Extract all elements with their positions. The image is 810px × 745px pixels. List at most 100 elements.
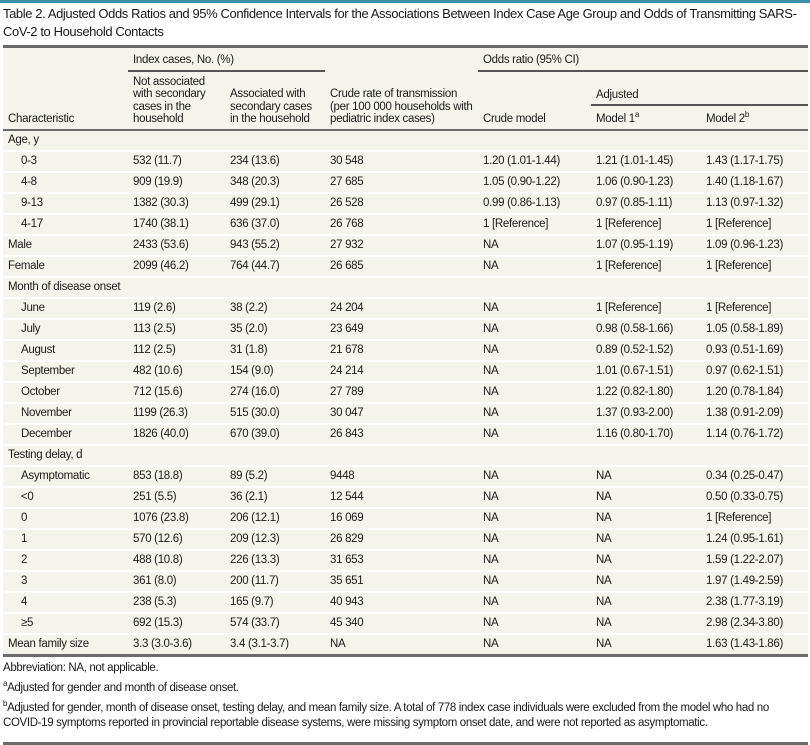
row-label: 4-8: [21, 175, 37, 188]
not-associated-cell: 712 (15.6): [133, 385, 183, 398]
model-2-cell: 1.14 (0.76-1.72): [706, 427, 784, 440]
row-label: 4-17: [21, 217, 43, 230]
not-associated-cell: 488 (10.8): [133, 553, 183, 566]
associated-cell: 764 (44.7): [230, 259, 280, 272]
model-2-cell: 2.38 (1.77-3.19): [706, 595, 784, 608]
row-label: December: [21, 427, 72, 440]
crude-model-cell: 1.20 (1.01-1.44): [483, 154, 561, 167]
associated-cell: 38 (2.2): [230, 301, 268, 314]
crude-rate-cell: 26 685: [330, 259, 364, 272]
table-row: October 712 (15.6) 274 (16.0) 27 789 NA 1.22 …: [3, 383, 808, 404]
model1-label: Model 1: [596, 113, 635, 125]
table-row: September 482 (10.6) 154 (9.0) 24 214 NA 1.01…: [3, 362, 808, 383]
crude-model-cell: NA: [483, 511, 499, 524]
not-associated-cell: 1076 (23.8): [133, 511, 189, 524]
header-characteristic: Characteristic: [8, 113, 75, 125]
crude-model-cell: NA: [483, 259, 499, 272]
model-2-cell: 1.43 (1.17-1.75): [706, 154, 784, 167]
row-label: 4: [21, 595, 28, 608]
row-label: October: [21, 385, 60, 398]
associated-cell: 31 (1.8): [230, 343, 268, 356]
footnote-a-text: Adjusted for gender and month of disease…: [7, 681, 239, 694]
row-label: 2: [21, 553, 28, 566]
associated-cell: 670 (39.0): [230, 427, 280, 440]
table-notes: Abbreviation: NA, not applicable. aAdjus…: [3, 661, 808, 745]
model1-footnote-mark: a: [634, 110, 639, 120]
not-associated-cell: 1199 (26.3): [133, 406, 188, 419]
associated-cell: 165 (9.7): [230, 595, 274, 608]
model-1-cell: 1.01 (0.67-1.51): [596, 364, 674, 377]
not-associated-cell: 853 (18.8): [133, 469, 183, 482]
model-1-cell: 1 [Reference]: [596, 259, 662, 272]
crude-model-cell: NA: [483, 637, 499, 650]
row-label: Testing delay, d: [8, 448, 83, 461]
crude-rate-cell: 24 204: [330, 301, 364, 314]
not-associated-cell: 113 (2.5): [133, 322, 176, 335]
model-1-cell: NA: [596, 616, 612, 629]
crude-rate-cell: 45 340: [330, 616, 364, 629]
model-2-cell: 1.40 (1.18-1.67): [706, 175, 784, 188]
table-row: 1 570 (12.6) 209 (12.3) 26 829 NA NA 1.24 (0.9…: [3, 530, 808, 551]
not-associated-cell: 238 (5.3): [133, 595, 177, 608]
not-associated-cell: 482 (10.6): [133, 364, 183, 377]
table-row: December 1826 (40.0) 670 (39.0) 26 843 NA 1.1…: [3, 425, 808, 446]
crude-rate-cell: 9448: [330, 469, 355, 482]
not-associated-cell: 1382 (30.3): [133, 196, 189, 209]
row-label: Asymptomatic: [21, 469, 90, 482]
crude-model-cell: NA: [483, 469, 499, 482]
associated-cell: 3.4 (3.1-3.7): [230, 637, 289, 650]
crude-model-cell: 0.99 (0.86-1.13): [483, 196, 561, 209]
crude-model-cell: NA: [483, 364, 499, 377]
model-2-cell: 1.05 (0.58-1.89): [706, 322, 784, 335]
crude-rate-cell: 23 649: [330, 322, 364, 335]
not-associated-cell: 119 (2.6): [133, 301, 176, 314]
table-row: July 113 (2.5) 35 (2.0) 23 649 NA 0.98 (0.58-…: [3, 320, 808, 341]
crude-model-cell: NA: [483, 553, 499, 566]
table-row: ≥5 692 (15.3) 574 (33.7) 45 340 NA NA 2.98 (2.…: [3, 614, 808, 635]
table-row: August 112 (2.5) 31 (1.8) 21 678 NA 0.89 (0.5…: [3, 341, 808, 362]
row-label: 0: [21, 511, 28, 524]
crude-rate-cell: 21 678: [330, 343, 364, 356]
crude-rate-cell: 35 651: [330, 574, 364, 587]
model-1-cell: 1 [Reference]: [596, 217, 662, 230]
model-2-cell: 1 [Reference]: [706, 301, 772, 314]
model-2-cell: 1.20 (0.78-1.84): [706, 385, 784, 398]
model-1-cell: NA: [596, 574, 612, 587]
crude-rate-cell: 26 829: [330, 532, 364, 545]
crude-rate-cell: 26 528: [330, 196, 364, 209]
table-row: 4 238 (5.3) 165 (9.7) 40 943 NA NA 2.38 (1.77-…: [3, 593, 808, 614]
crude-rate-cell: NA: [330, 637, 346, 650]
row-label: ≥5: [21, 616, 34, 629]
crude-rate-cell: 27 685: [330, 175, 364, 188]
associated-cell: 35 (2.0): [230, 322, 268, 335]
header-not-associated: Not associated with secondary cases in t…: [133, 75, 206, 126]
associated-cell: 206 (12.1): [230, 511, 280, 524]
not-associated-cell: 2433 (53.6): [133, 238, 189, 251]
row-label: Age, y: [8, 133, 39, 146]
not-associated-cell: 1740 (38.1): [133, 217, 189, 230]
not-associated-cell: 532 (11.7): [133, 154, 182, 167]
header-odds-ratio: Odds ratio (95% CI): [478, 54, 808, 72]
not-associated-cell: 112 (2.5): [133, 343, 176, 356]
model-1-cell: 1.37 (0.93-2.00): [596, 406, 674, 419]
crude-model-cell: NA: [483, 406, 499, 419]
associated-cell: 154 (9.0): [230, 364, 274, 377]
not-associated-cell: 361 (8.0): [133, 574, 177, 587]
model-2-cell: 1.24 (0.95-1.61): [706, 532, 784, 545]
not-associated-cell: 251 (5.5): [133, 490, 177, 503]
associated-cell: 89 (5.2): [230, 469, 268, 482]
crude-rate-cell: 12 544: [330, 490, 364, 503]
not-associated-cell: 3.3 (3.0-3.6): [133, 637, 192, 650]
crude-model-cell: NA: [483, 238, 499, 251]
model-1-cell: 1 [Reference]: [596, 301, 662, 314]
crude-rate-cell: 16 069: [330, 511, 364, 524]
row-label: Month of disease onset: [8, 280, 121, 293]
model-1-cell: NA: [596, 469, 612, 482]
crude-rate-cell: 26 768: [330, 217, 364, 230]
row-label: <0: [21, 490, 34, 503]
model-2-cell: 1.38 (0.91-2.09): [706, 406, 784, 419]
model-1-cell: 1.06 (0.90-1.23): [596, 175, 674, 188]
associated-cell: 274 (16.0): [230, 385, 280, 398]
associated-cell: 515 (30.0): [230, 406, 280, 419]
